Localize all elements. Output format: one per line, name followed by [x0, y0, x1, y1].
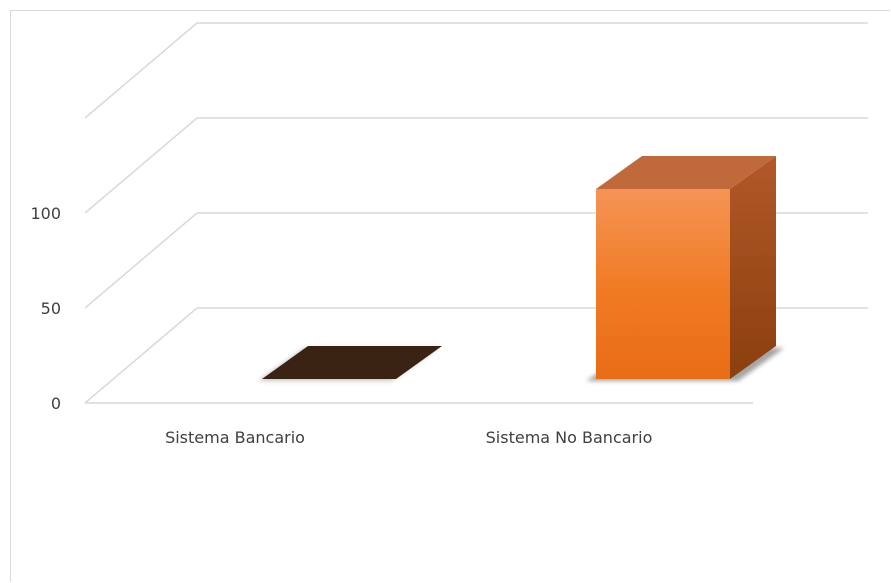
bar-front: [596, 189, 730, 379]
y-axis: 0 50 100: [30, 204, 61, 413]
bar-top: [596, 156, 776, 189]
gridline-diagonal: [84, 307, 198, 404]
gridline-diagonal: [84, 117, 198, 214]
y-tick-label: 100: [30, 204, 61, 223]
y-tick-label: 50: [41, 299, 61, 318]
gridline-diagonal: [84, 212, 198, 309]
bar-top: [262, 346, 442, 379]
bar-layer: [258, 156, 784, 381]
y-tick-label: 0: [51, 394, 61, 413]
bar-side: [730, 156, 776, 379]
x-axis: Sistema Bancario Sistema No Bancario: [165, 428, 652, 447]
bar: [258, 346, 442, 381]
bar: [586, 156, 784, 381]
x-tick-label: Sistema No Bancario: [486, 428, 653, 447]
x-tick-label: Sistema Bancario: [165, 428, 305, 447]
gridline-diagonal: [84, 22, 198, 119]
chart-frame: [10, 10, 890, 582]
